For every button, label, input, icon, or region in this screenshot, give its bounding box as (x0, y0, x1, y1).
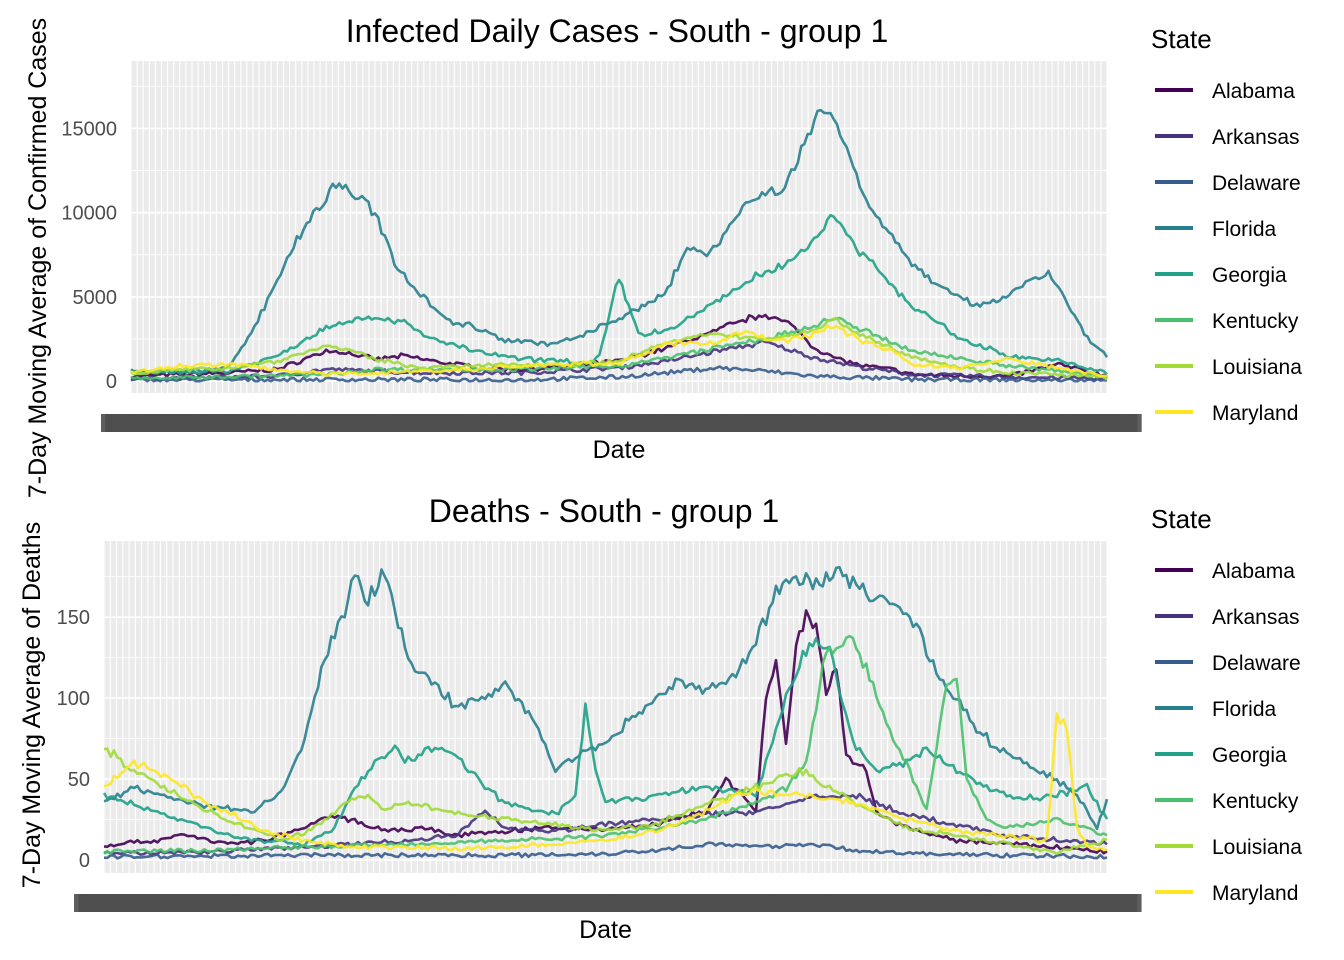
legend-label: Louisiana (1212, 356, 1302, 379)
x-tick-labels (74, 894, 1142, 912)
series-line-florida (103, 565, 1109, 831)
chart-title: Deaths - South - group 1 (429, 493, 779, 529)
chart-panel-2: 0 50 100 150 Deaths - South - group 1 Date Sta… (57, 493, 1303, 944)
legend-label: Georgia (1212, 744, 1287, 767)
series-line-georgia (102, 637, 1109, 847)
series-line-florida (130, 108, 1109, 375)
y-tick-label: 15000 (61, 118, 117, 140)
legend-label: Florida (1212, 698, 1277, 721)
y-tick-label: 100 (57, 688, 90, 710)
chart-title: Infected Daily Cases - South - group 1 (346, 13, 889, 49)
y-tick-label: 0 (79, 850, 90, 872)
legend-label: Kentucky (1212, 790, 1299, 813)
series-line-maryland (103, 712, 1108, 852)
legend-label: Louisiana (1212, 836, 1302, 859)
legend-label: Florida (1212, 218, 1277, 241)
series-line-alabama (130, 313, 1108, 380)
series-line-louisiana (130, 316, 1108, 381)
y-tick-label: 150 (57, 607, 90, 629)
legend-label: Alabama (1212, 80, 1295, 103)
x-tick-labels (101, 414, 1142, 432)
legend-label: Georgia (1212, 264, 1287, 287)
legend-label: Maryland (1212, 402, 1298, 425)
y-axis-title-deaths: 7-Day Moving Average of Deaths (18, 522, 46, 888)
series-line-georgia (130, 213, 1108, 376)
legend: State Alabama Arkansas Delaware Florida Georg… (1151, 504, 1302, 905)
x-axis-title: Date (593, 436, 646, 464)
legend-label: Alabama (1212, 560, 1295, 583)
legend-label: Kentucky (1212, 310, 1299, 333)
legend-label: Maryland (1212, 882, 1298, 905)
x-tick-label (1132, 894, 1142, 912)
series-line-delaware (130, 365, 1108, 383)
legend-title: State (1151, 24, 1212, 54)
legend: State Alabama Arkansas Delaware Florida Georg… (1151, 24, 1302, 425)
series-line-maryland (130, 324, 1108, 378)
x-tick-label (1132, 414, 1142, 432)
legend-label: Delaware (1212, 652, 1301, 675)
y-axis-title-cases: 7-Day Moving Average of Confirmed Cases (24, 18, 52, 498)
y-tick-label: 5000 (73, 287, 118, 309)
x-axis-title: Date (579, 916, 632, 944)
legend-label: Arkansas (1212, 606, 1300, 629)
chart-panel-1: 0 5000 10000 15000 Infected Daily Cases - So… (61, 13, 1302, 464)
y-tick-label: 0 (106, 371, 117, 393)
legend-title: State (1151, 504, 1212, 534)
series-line-delaware (103, 841, 1108, 860)
series-line-kentucky (103, 634, 1108, 855)
y-tick-label: 50 (68, 769, 90, 791)
legend-label: Arkansas (1212, 126, 1300, 149)
series-line-arkansas (103, 792, 1108, 857)
legend-label: Delaware (1212, 172, 1301, 195)
y-tick-label: 10000 (61, 203, 117, 225)
